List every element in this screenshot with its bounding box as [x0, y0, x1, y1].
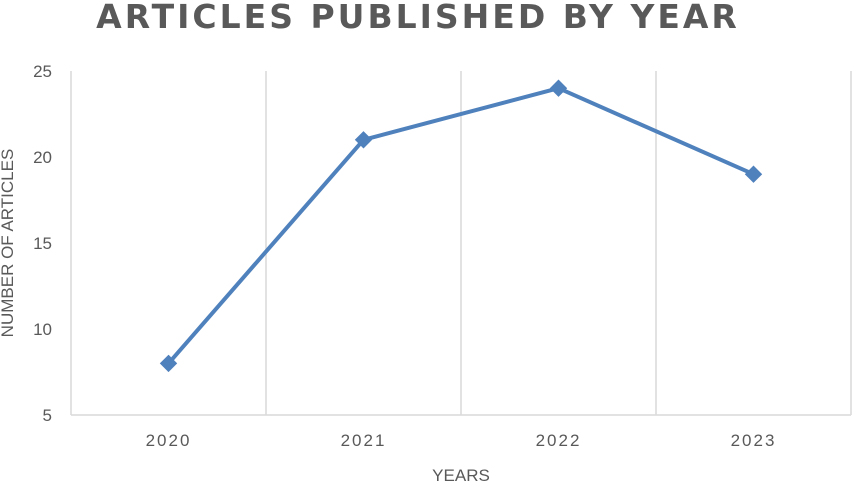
- y-tick-label: 10: [33, 320, 52, 339]
- x-tick-label: 2020: [146, 431, 192, 450]
- data-point-marker: [354, 131, 373, 149]
- x-axis-title: YEARS: [432, 466, 490, 483]
- data-point-marker: [549, 79, 568, 97]
- y-tick-label: 15: [33, 234, 52, 253]
- series-line: [166, 86, 756, 366]
- series-layer: [159, 79, 763, 373]
- x-tick-label: 2021: [341, 431, 387, 450]
- data-point-marker: [744, 165, 763, 183]
- y-tick-label: 20: [33, 148, 52, 167]
- y-axis-title: NUMBER OF ARTICLES: [0, 149, 17, 338]
- x-tick-label: 2022: [536, 431, 582, 450]
- x-axis-ticks: 2020 2021 2022 2023: [146, 431, 777, 450]
- x-tick-label: 2023: [731, 431, 777, 450]
- grid-lines: [70, 71, 852, 415]
- data-point-marker: [159, 354, 178, 373]
- y-axis-ticks: 5 10 15 20 25: [33, 62, 52, 425]
- y-tick-label: 25: [33, 62, 52, 81]
- y-tick-label: 5: [43, 406, 52, 425]
- chart-title: ARTICLES PUBLISHED BY YEAR: [96, 0, 740, 36]
